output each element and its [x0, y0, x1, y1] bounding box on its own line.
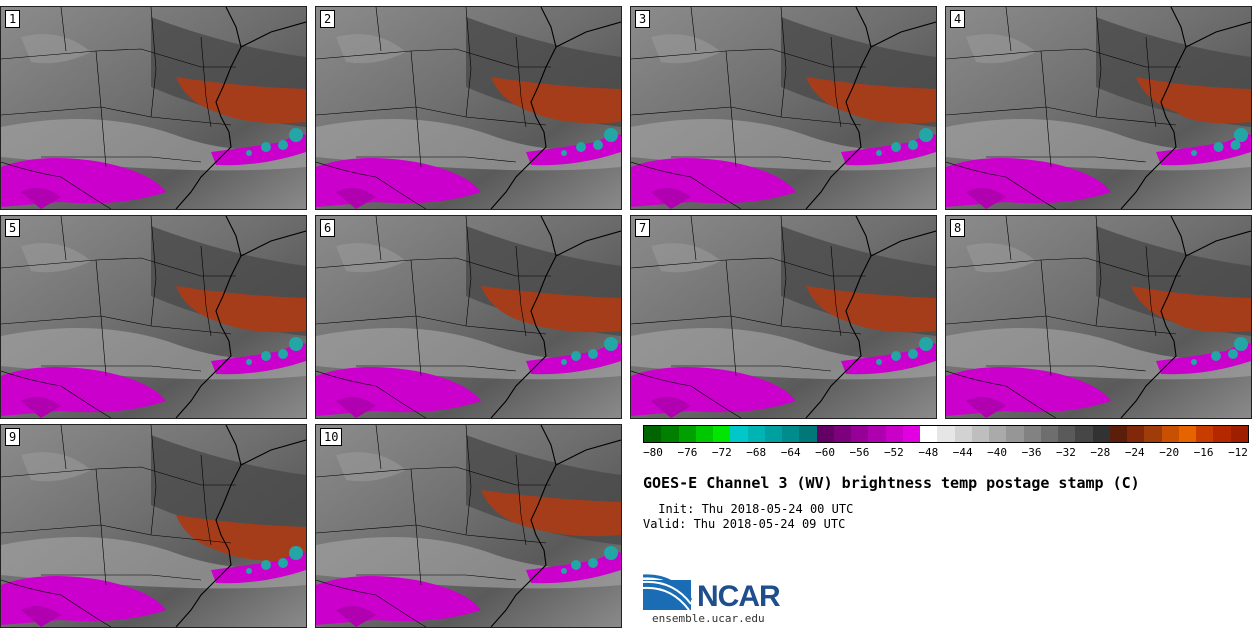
colorbar-segment — [902, 426, 920, 442]
colorbar-segment — [799, 426, 817, 442]
panel-number: 4 — [950, 10, 966, 28]
forecast-panel: 6 — [315, 215, 622, 419]
colorbar-tick-label: −72 — [711, 446, 732, 459]
panel-number: 7 — [635, 219, 651, 237]
panel-number: 5 — [5, 219, 21, 237]
colorbar-segment — [989, 426, 1007, 442]
forecast-panel: 10 — [315, 424, 622, 628]
colorbar-segment — [644, 426, 662, 442]
panel-number: 8 — [950, 219, 966, 237]
colorbar-segment — [885, 426, 903, 442]
colorbar-segment — [1109, 426, 1127, 442]
colorbar-segment — [1178, 426, 1196, 442]
colorbar-tick-label: −12 — [1228, 446, 1248, 459]
colorbar-tick-label: −80 — [643, 446, 663, 459]
colorbar-tick-label: −36 — [1021, 446, 1042, 459]
colorbar-segment — [920, 426, 938, 442]
figure-title: GOES-E Channel 3 (WV) brightness temp po… — [643, 474, 1140, 492]
colorbar-tick-label: −44 — [952, 446, 973, 459]
init-time: Init: Thu 2018-05-24 00 UTC — [651, 502, 854, 516]
colorbar-tick-label: −16 — [1193, 446, 1214, 459]
colorbar-segment — [730, 426, 748, 442]
colorbar-segment — [1058, 426, 1076, 442]
panel-number: 2 — [320, 10, 336, 28]
ncar-logo-text: NCAR — [697, 580, 781, 613]
colorbar-segment — [833, 426, 851, 442]
colorbar-tick-label: −20 — [1159, 446, 1180, 459]
colorbar-segment — [816, 426, 834, 442]
colorbar-segment — [954, 426, 972, 442]
colorbar-tick-label: −28 — [1090, 446, 1111, 459]
colorbar-segment — [1196, 426, 1214, 442]
colorbar-segment — [868, 426, 886, 442]
colorbar — [643, 425, 1249, 443]
panel-number: 10 — [320, 428, 343, 446]
colorbar-segment — [678, 426, 696, 442]
colorbar-tick-label: −60 — [815, 446, 835, 459]
panel-number: 6 — [320, 219, 336, 237]
colorbar-tick-label: −24 — [1124, 446, 1145, 459]
colorbar-segment — [1092, 426, 1110, 442]
forecast-panel: 5 — [0, 215, 307, 419]
site-url: ensemble.ucar.edu — [652, 612, 765, 625]
colorbar-tick-label: −52 — [883, 446, 904, 459]
colorbar-segment — [1213, 426, 1231, 442]
forecast-panel: 7 — [630, 215, 937, 419]
forecast-panel: 4 — [945, 6, 1252, 210]
forecast-panel: 8 — [945, 215, 1252, 419]
colorbar-segment — [1023, 426, 1041, 442]
colorbar-tick-label: −48 — [918, 446, 939, 459]
colorbar-tick-label: −64 — [780, 446, 801, 459]
forecast-panel: 1 — [0, 6, 307, 210]
colorbar-segment — [747, 426, 765, 442]
colorbar-tick-label: −32 — [1056, 446, 1076, 459]
panel-number: 9 — [5, 428, 21, 446]
colorbar-tick-label: −40 — [987, 446, 1008, 459]
colorbar-segment — [764, 426, 782, 442]
colorbar-segment — [1006, 426, 1024, 442]
valid-time: Valid: Thu 2018-05-24 09 UTC — [643, 517, 846, 531]
colorbar-tick-label: −68 — [746, 446, 767, 459]
colorbar-ticks: −80 −76 −72 −68 −64 −60 −56 −52 −48 −44 −40 −36 −32 −… — [643, 446, 1249, 460]
colorbar-segment — [971, 426, 989, 442]
colorbar-segment — [713, 426, 731, 442]
colorbar-segment — [1144, 426, 1162, 442]
colorbar-tick-label: −56 — [849, 446, 870, 459]
forecast-panel: 9 — [0, 424, 307, 628]
colorbar-segment — [1075, 426, 1093, 442]
colorbar-segment — [1127, 426, 1145, 442]
colorbar-segment — [661, 426, 679, 442]
colorbar-segment — [1161, 426, 1179, 442]
forecast-panel: 2 — [315, 6, 622, 210]
colorbar-segment — [695, 426, 713, 442]
colorbar-segment — [1040, 426, 1058, 442]
colorbar-segment — [937, 426, 955, 442]
colorbar-tick-label: −76 — [677, 446, 698, 459]
ncar-logo-icon — [643, 574, 693, 611]
panel-number: 1 — [5, 10, 21, 28]
colorbar-segment — [1230, 426, 1248, 442]
colorbar-segment — [851, 426, 869, 442]
colorbar-segment — [782, 426, 800, 442]
forecast-panel: 3 — [630, 6, 937, 210]
panel-number: 3 — [635, 10, 651, 28]
